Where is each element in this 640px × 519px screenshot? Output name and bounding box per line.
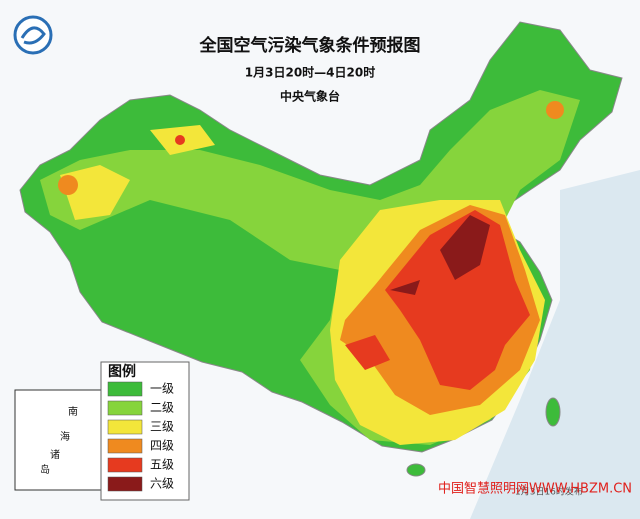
level-5-area bbox=[345, 335, 390, 370]
level-3-area bbox=[60, 165, 130, 220]
logo bbox=[20, 26, 46, 45]
inset-label: 南 bbox=[68, 405, 78, 418]
legend-swatch bbox=[107, 400, 143, 416]
level-5-area bbox=[175, 135, 185, 145]
title: 全国空气污染气象条件预报图 bbox=[199, 35, 421, 56]
logo bbox=[13, 15, 53, 55]
legend-label: 二级 bbox=[150, 401, 174, 415]
taiwan bbox=[545, 397, 561, 427]
inset-box bbox=[14, 389, 102, 491]
inset-label: 海 bbox=[60, 430, 70, 443]
legend-label: 五级 bbox=[150, 458, 174, 472]
legend-swatch bbox=[107, 419, 143, 435]
watermark: 中国智慧照明网WWW.HBZM.CN bbox=[438, 481, 632, 497]
time-range: 1月3日20时—4日20时 bbox=[245, 65, 375, 80]
hainan bbox=[406, 463, 426, 477]
sea bbox=[470, 170, 640, 519]
issuer: 中央气象台 bbox=[280, 89, 340, 104]
legend-swatch bbox=[107, 476, 143, 492]
legend-title: 图例 bbox=[108, 363, 136, 380]
legend-swatch bbox=[107, 438, 143, 454]
inset-label: 岛 bbox=[40, 463, 50, 476]
level-5-area bbox=[385, 210, 530, 390]
legend-label: 一级 bbox=[150, 382, 174, 396]
issue-time: 1月3日16时发布 bbox=[515, 486, 583, 498]
legend-swatch bbox=[107, 457, 143, 473]
inset-label: 诸 bbox=[50, 449, 60, 461]
legend-label: 四级 bbox=[150, 439, 174, 453]
level-6-area bbox=[440, 215, 490, 280]
legend-label: 六级 bbox=[150, 477, 174, 491]
legend-label: 三级 bbox=[150, 420, 174, 434]
level-4-area bbox=[58, 175, 78, 195]
level-4-area bbox=[546, 101, 564, 119]
level-6-area bbox=[390, 280, 420, 295]
legend-swatch bbox=[107, 381, 143, 397]
